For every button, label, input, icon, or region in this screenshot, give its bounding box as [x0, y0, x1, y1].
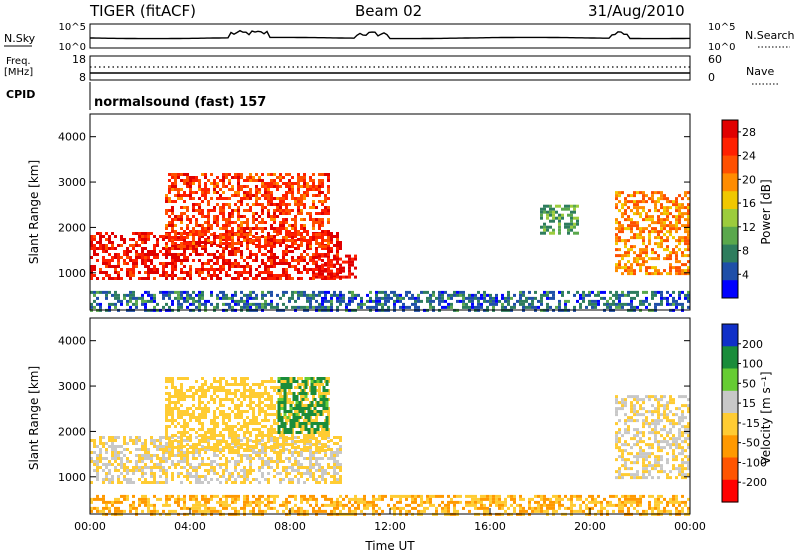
power-colorbar-segment: [722, 280, 738, 299]
velocity-colorbar-tick-label: -100: [742, 456, 767, 469]
velocity-colorbar-segment: [722, 413, 738, 436]
velocity-region-4: [90, 494, 690, 516]
power-colorbar-frame: [721, 119, 739, 299]
xtick-label: 16:00: [474, 520, 506, 533]
xtick-label: 04:00: [174, 520, 206, 533]
velocity-panel: 1000 2000 3000 4000 00:00 04:00 08:00 12:00 16:…: [27, 317, 773, 553]
power-colorbar-tick-label: 28: [742, 126, 756, 139]
power-colorbar-segment: [722, 244, 738, 263]
power-ytick-label: 3000: [58, 176, 86, 189]
velocity-colorbar-label: Velocity [m s⁻¹]: [759, 371, 773, 464]
power-colorbar-segment: [722, 226, 738, 246]
velocity-ytick-label: 4000: [58, 335, 86, 348]
velocity-ytick-label: 2000: [58, 425, 86, 438]
velocity-colorbar-segment: [722, 346, 738, 370]
power-y-axis-label: Slant Range [km]: [27, 160, 41, 264]
power-region-4: [540, 204, 579, 235]
velocity-ytick-label: 3000: [58, 380, 86, 393]
nsky-right-tick-bottom: 10^0: [708, 42, 735, 53]
cpid-text: normalsound (fast) 157: [94, 95, 266, 110]
date-title: 31/Aug/2010: [588, 2, 685, 20]
power-data-layer: [90, 173, 690, 312]
velocity-colorbar-tick-label: 100: [742, 358, 763, 371]
freq-tick-top: 18: [72, 53, 86, 66]
power-colorbar-segment: [722, 173, 738, 192]
station-title: TIGER (fitACF): [89, 2, 196, 20]
velocity-colorbar-segment: [722, 368, 738, 392]
velocity-colorbar-segment: [722, 457, 738, 481]
power-y-axis: 1000 2000 3000 4000: [58, 131, 690, 280]
power-colorbar-tick-label: 8: [742, 245, 749, 258]
x-axis-label: Time UT: [364, 539, 415, 553]
power-region-3: [615, 191, 690, 276]
power-colorbar-segment: [722, 191, 738, 210]
power-colorbar-segment: [722, 262, 738, 281]
nave-tick-top: 60: [708, 53, 722, 66]
nsky-right-tick-top: 10^5: [708, 22, 735, 33]
nsky-panel: N.Sky 10^5 10^0 10^5 10^0 N.Search: [4, 22, 795, 53]
xtick-label: 08:00: [274, 520, 306, 533]
power-colorbar-tick-label: 4: [742, 268, 749, 281]
nsky-tick-top: 10^5: [59, 22, 86, 33]
power-colorbar-segment: [722, 209, 738, 228]
xtick-label: 00:00: [674, 520, 706, 533]
velocity-colorbar-frame: [721, 323, 739, 503]
xtick-label: 20:00: [574, 520, 606, 533]
velocity-colorbar-tick-label: 200: [742, 338, 763, 351]
xtick-label: 00:00: [74, 520, 106, 533]
beam-title: Beam 02: [355, 2, 422, 20]
power-colorbar-segment: [722, 155, 738, 174]
velocity-colorbar-segment: [722, 479, 738, 503]
nsky-label: N.Sky: [4, 32, 36, 45]
power-panel: 1000 2000 3000 4000 Slant Range [km] 4 8 12 16…: [27, 113, 773, 312]
power-colorbar-segment: [722, 120, 738, 139]
velocity-colorbar: 200 100 50 15 -15 -50 -100 -200: [721, 323, 767, 503]
nsky-tick-bottom: 10^0: [59, 42, 86, 53]
velocity-colorbar-tick-label: 15: [742, 397, 756, 410]
power-colorbar-tick-label: 16: [742, 197, 756, 210]
nsky-frame: [89, 23, 691, 49]
xtick-label: 12:00: [374, 520, 406, 533]
nave-tick-bottom: 0: [708, 71, 715, 84]
freq-label-2: [MHz]: [4, 67, 33, 78]
freq-tick-bottom: 8: [79, 71, 86, 84]
velocity-colorbar-tick-label: -50: [742, 437, 760, 450]
power-region-0: [90, 232, 342, 280]
cpid-label: CPID: [6, 88, 35, 101]
velocity-colorbar-tick-label: -200: [742, 476, 767, 489]
freq-panel: Freq. [MHz] 18 8 60 0 Nave: [4, 53, 778, 85]
velocity-data-layer: [90, 377, 690, 516]
freq-label-1: Freq.: [6, 56, 31, 67]
power-colorbar-label: Power [dB]: [759, 179, 773, 244]
power-plot-frame: [89, 113, 691, 311]
velocity-colorbar-segment: [722, 390, 738, 414]
freq-frame: [89, 55, 691, 81]
power-colorbar-tick-label: 12: [742, 221, 756, 234]
power-colorbar-tick-label: 24: [742, 150, 756, 163]
velocity-y-axis: 1000 2000 3000 4000: [58, 335, 690, 484]
velocity-colorbar-tick-label: -15: [742, 417, 760, 430]
power-region-1: [165, 173, 330, 248]
velocity-colorbar-segment: [722, 324, 738, 347]
nave-label: Nave: [746, 65, 774, 78]
power-ytick-label: 2000: [58, 221, 86, 234]
velocity-y-axis-label: Slant Range [km]: [27, 366, 41, 470]
cpid-panel: CPID normalsound (fast) 157: [6, 82, 266, 110]
velocity-x-axis: 00:00 04:00 08:00 12:00 16:00 20:00 00:00: [74, 508, 706, 533]
power-colorbar: 4 8 12 16 20 24 28: [721, 119, 756, 299]
velocity-colorbar-segment: [722, 435, 738, 459]
nsky-line: [90, 29, 690, 40]
power-region-2: [315, 254, 357, 279]
power-ytick-label: 1000: [58, 267, 86, 280]
velocity-colorbar-tick-label: 50: [742, 377, 756, 390]
nsearch-label: N.Search: [745, 29, 795, 42]
power-colorbar-segment: [722, 137, 738, 157]
power-ytick-label: 4000: [58, 131, 86, 144]
power-colorbar-tick-label: 20: [742, 173, 756, 186]
velocity-ytick-label: 1000: [58, 471, 86, 484]
velocity-region-3: [615, 395, 690, 480]
velocity-region-2: [277, 377, 329, 434]
